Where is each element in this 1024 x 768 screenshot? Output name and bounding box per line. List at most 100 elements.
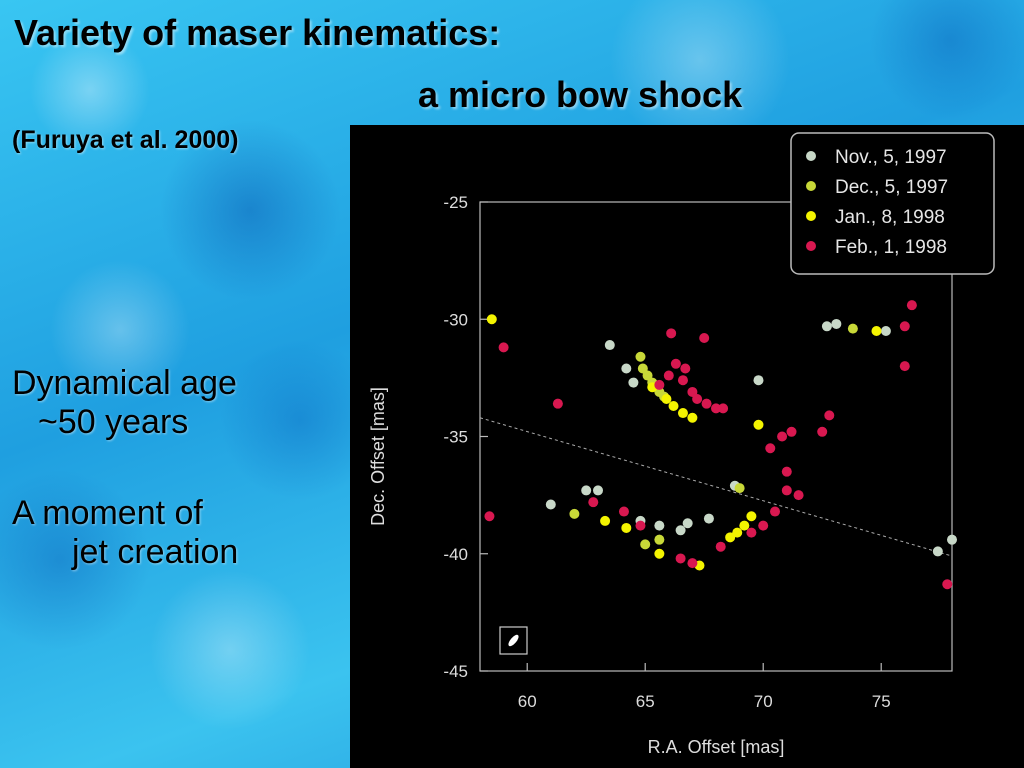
y-tick-label: -45 xyxy=(443,662,468,681)
data-point xyxy=(746,511,757,522)
data-point xyxy=(677,375,688,386)
data-point xyxy=(770,506,780,517)
bullet-line: ~50 years xyxy=(38,403,189,441)
data-point xyxy=(663,370,674,381)
legend-box xyxy=(790,132,995,275)
data-point xyxy=(637,363,648,374)
data-point xyxy=(640,539,651,550)
legend-label: Nov., 5, 1997 xyxy=(835,147,947,168)
data-point xyxy=(593,485,603,496)
data-point xyxy=(899,361,910,372)
bullet-dynamical-age: Dynamical age ~50 years xyxy=(12,364,237,442)
y-axis-label: Dec. Offset [mas] xyxy=(368,387,388,526)
bullet-jet-creation: A moment of jet creation xyxy=(12,494,238,572)
reference-line xyxy=(479,417,953,557)
series-1 xyxy=(545,318,957,557)
citation: (Furuya et al. 2000) xyxy=(12,126,239,154)
data-point xyxy=(682,518,693,529)
beam-box xyxy=(499,626,528,655)
y-tick-label: -40 xyxy=(443,545,468,564)
data-point xyxy=(824,410,835,421)
data-point xyxy=(793,490,804,501)
data-point xyxy=(942,579,953,590)
data-point xyxy=(654,379,665,390)
data-point xyxy=(715,541,726,552)
data-point xyxy=(817,426,828,437)
data-point xyxy=(701,398,712,409)
legend-marker xyxy=(806,181,816,191)
data-point xyxy=(680,363,691,374)
data-point xyxy=(621,522,632,533)
data-point xyxy=(552,398,563,409)
bullet-line: Dynamical age xyxy=(12,364,237,402)
bullet-line: jet creation xyxy=(72,533,239,571)
x-tick-label: 65 xyxy=(636,692,655,711)
data-point xyxy=(765,443,776,454)
x-tick-label: 75 xyxy=(872,692,891,711)
data-point xyxy=(932,546,943,557)
maser-scatter-figure: 60 65 70 75 -25 -30 -35 -40 -45 R.A. Offset [mas]… xyxy=(350,125,1024,768)
data-point xyxy=(692,393,703,404)
data-point xyxy=(600,515,611,526)
legend-label: Feb., 1, 1998 xyxy=(835,237,947,258)
y-tick-label: -30 xyxy=(443,310,468,329)
data-point xyxy=(670,358,681,369)
data-point xyxy=(621,363,632,374)
data-point xyxy=(753,419,764,430)
y-tick-label: -25 xyxy=(443,193,468,212)
x-tick-label: 60 xyxy=(518,692,537,711)
data-point xyxy=(746,527,757,538)
data-point xyxy=(604,340,615,351)
slide-subtitle: a micro bow shock xyxy=(418,74,743,115)
data-point xyxy=(687,412,698,423)
data-point xyxy=(642,370,653,381)
data-point xyxy=(484,511,495,522)
x-axis-label: R.A. Offset [mas] xyxy=(648,737,785,757)
data-point xyxy=(635,520,646,531)
data-point xyxy=(677,408,688,419)
data-point xyxy=(498,342,509,353)
data-point xyxy=(821,321,832,332)
data-point xyxy=(718,403,729,414)
data-point xyxy=(654,534,665,545)
data-point xyxy=(666,328,677,339)
data-point xyxy=(668,401,679,412)
legend-marker xyxy=(806,151,816,161)
data-point xyxy=(661,393,672,404)
data-point xyxy=(847,323,858,334)
data-point xyxy=(758,520,769,531)
data-point xyxy=(871,325,882,336)
legend-marker xyxy=(806,211,816,221)
data-point xyxy=(880,325,891,336)
legend-marker xyxy=(806,241,816,251)
data-point xyxy=(732,527,743,538)
data-point xyxy=(628,377,639,388)
data-point xyxy=(739,520,750,531)
data-point xyxy=(906,300,917,311)
data-point xyxy=(486,314,497,325)
data-point xyxy=(703,513,714,524)
data-point xyxy=(786,426,797,437)
data-point xyxy=(781,466,792,477)
data-point xyxy=(899,321,910,332)
data-point xyxy=(687,386,698,397)
data-point xyxy=(675,525,686,536)
legend-label: Dec., 5, 1997 xyxy=(835,177,948,198)
data-point xyxy=(699,333,710,344)
slide-title: Variety of maser kinematics: xyxy=(14,12,501,53)
data-point xyxy=(654,548,665,559)
data-point xyxy=(777,431,788,442)
data-point xyxy=(711,403,721,414)
beam-ellipse xyxy=(508,634,519,647)
data-point xyxy=(725,532,736,543)
data-point xyxy=(675,553,686,564)
scatter-chart: 60 65 70 75 -25 -30 -35 -40 -45 R.A. Offset [mas]… xyxy=(368,132,995,757)
data-point xyxy=(635,351,646,362)
bullet-line: A moment of xyxy=(12,494,203,532)
data-point xyxy=(781,485,792,496)
data-point xyxy=(569,508,580,519)
data-point xyxy=(753,375,764,386)
data-point xyxy=(734,483,745,494)
data-point xyxy=(654,520,665,531)
data-point xyxy=(831,318,842,329)
